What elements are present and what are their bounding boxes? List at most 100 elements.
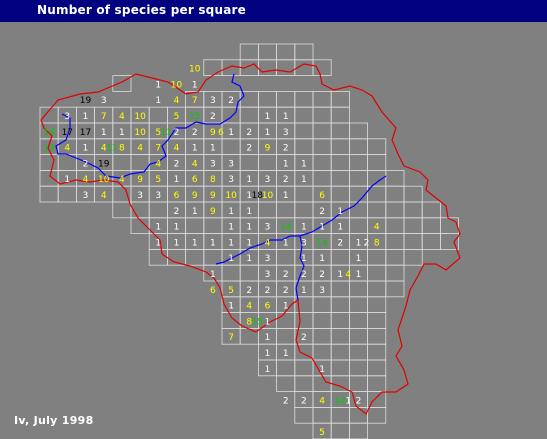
grid-square bbox=[312, 122, 332, 140]
grid-square bbox=[257, 43, 277, 61]
grid-square bbox=[330, 343, 350, 361]
species-count: 1 bbox=[301, 175, 307, 185]
grid-square bbox=[294, 106, 314, 124]
species-count: 1 bbox=[119, 128, 125, 138]
grid-square bbox=[148, 201, 168, 219]
grid-square bbox=[239, 43, 259, 61]
species-count: 7 bbox=[192, 96, 198, 106]
species-count: 13 bbox=[43, 144, 54, 154]
species-counts: 101 10 119 3 1 4 7 3 23 1 7 4 10 5 15 2 1 114 17 17 1 1 10 5 11 2… bbox=[43, 65, 379, 438]
species-count: 2 bbox=[283, 175, 289, 185]
grid-square bbox=[348, 154, 368, 171]
species-count: 4 bbox=[319, 396, 325, 406]
species-count: 1 bbox=[283, 238, 289, 248]
species-count: 3 bbox=[210, 159, 216, 169]
species-count: 2 bbox=[174, 159, 180, 169]
species-count: 9 bbox=[265, 144, 271, 154]
species-count: 1 bbox=[319, 223, 325, 233]
species-count: 11 bbox=[106, 144, 117, 154]
grid-square bbox=[294, 406, 314, 424]
species-count: 2 bbox=[301, 270, 307, 280]
grid-square bbox=[348, 375, 368, 392]
grid-square bbox=[367, 201, 387, 219]
species-count: 2 bbox=[283, 396, 289, 406]
species-count: 1 bbox=[246, 238, 252, 248]
species-count: 3 bbox=[265, 223, 271, 233]
species-count: 19 bbox=[98, 159, 110, 169]
species-count: 3 bbox=[210, 96, 216, 106]
species-count: 4 bbox=[374, 223, 380, 233]
species-count: 1 bbox=[83, 144, 89, 154]
species-count: 6 bbox=[218, 128, 224, 138]
grid-square bbox=[330, 422, 350, 439]
grid-square bbox=[367, 406, 387, 424]
species-count: 1 bbox=[210, 238, 216, 248]
grid-square bbox=[348, 122, 368, 140]
species-count: 14 bbox=[316, 238, 328, 248]
species-count: 1 bbox=[192, 238, 198, 248]
grid-square bbox=[367, 359, 387, 377]
species-count: 1 bbox=[283, 112, 289, 122]
species-count: 6 bbox=[210, 286, 216, 296]
grid-square bbox=[257, 201, 277, 219]
river bbox=[295, 235, 305, 301]
species-count: 1 bbox=[192, 80, 198, 90]
species-count: 2 bbox=[301, 333, 307, 343]
grid-square bbox=[276, 201, 296, 219]
grid-square bbox=[367, 154, 387, 171]
species-count: 14 bbox=[335, 396, 347, 406]
species-count: 1 bbox=[356, 270, 362, 280]
species-count: 1 bbox=[301, 223, 307, 233]
species-count: 1 bbox=[246, 254, 252, 264]
grid-square bbox=[312, 343, 332, 361]
grid-square bbox=[367, 248, 387, 266]
species-count: 8 bbox=[119, 144, 125, 154]
grid-square bbox=[330, 359, 350, 377]
species-count: 6 bbox=[265, 302, 271, 312]
grid-square bbox=[312, 312, 332, 329]
species-count: 8 bbox=[374, 238, 380, 248]
grid-square bbox=[367, 138, 387, 156]
species-count: 2 bbox=[246, 286, 252, 296]
species-count: 4 bbox=[119, 112, 125, 122]
grid-square bbox=[385, 280, 405, 298]
grid-square bbox=[330, 154, 350, 171]
grid-square bbox=[330, 327, 350, 345]
grid-square bbox=[312, 138, 332, 156]
grid-square bbox=[367, 343, 387, 361]
grid-square bbox=[385, 169, 405, 187]
species-count: 3 bbox=[265, 254, 271, 264]
grid-square bbox=[112, 154, 132, 171]
species-count: 2 bbox=[246, 128, 252, 138]
species-count: 1 bbox=[301, 286, 307, 296]
species-count: 1 bbox=[210, 270, 216, 280]
grid-square bbox=[312, 154, 332, 171]
grid-square bbox=[367, 296, 387, 313]
grid-square bbox=[421, 233, 441, 250]
grid-square bbox=[312, 296, 332, 313]
species-count: 4 bbox=[101, 144, 107, 154]
grid-square bbox=[348, 169, 368, 187]
species-count: 5 bbox=[155, 128, 161, 138]
grid-square bbox=[221, 264, 241, 282]
species-count: 5 bbox=[319, 428, 325, 438]
grid-square bbox=[330, 185, 350, 203]
grid-square bbox=[312, 91, 332, 108]
species-count: 1 bbox=[319, 365, 325, 375]
grid-square bbox=[294, 185, 314, 203]
species-count: 1 bbox=[228, 302, 234, 312]
grid-square bbox=[403, 233, 423, 250]
species-count: 2 bbox=[174, 207, 180, 217]
species-count: 17 bbox=[80, 128, 91, 138]
species-count: 1 bbox=[192, 144, 198, 154]
species-count: 2 bbox=[283, 270, 289, 280]
species-count: 10 bbox=[134, 128, 146, 138]
species-count: 1 bbox=[228, 223, 234, 233]
grid-square bbox=[330, 280, 350, 298]
grid-square bbox=[385, 248, 405, 266]
species-count: 4 bbox=[155, 159, 161, 169]
species-count: 1 bbox=[301, 254, 307, 264]
species-count: 1 bbox=[283, 159, 289, 169]
species-count: 2 bbox=[356, 396, 362, 406]
species-count: 17 bbox=[62, 128, 73, 138]
